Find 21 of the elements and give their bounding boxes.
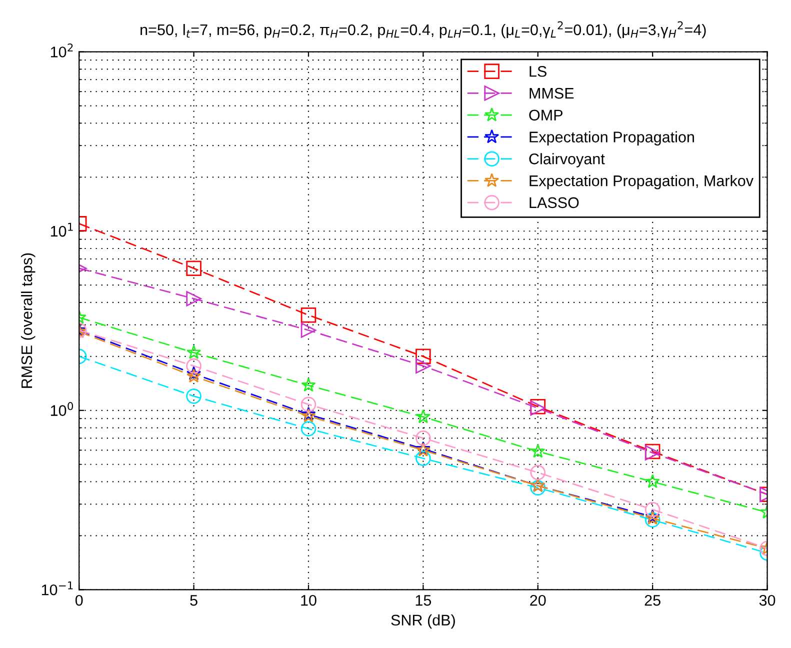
- x-tick-label: 20: [530, 594, 546, 606]
- chart-title: n=50, l$_{t}$=7, m=56, p$_{H}$=0.2, π$_{H}$=0.2, p$_{HL}$=0.4, p$_{LH}$=0.1, (μ$_{L}$=0,γ$_{L}$$^{2}$=0.01), (μ$_{H}$=3,γ$_{H}$$^{2}$=4): [140, 21, 706, 38]
- x-axis-title: SNR (dB): [391, 614, 455, 629]
- x-tick-label: 25: [644, 594, 660, 606]
- y-tick-label: 10$^{2}$: [50, 43, 73, 58]
- legend-label: MMSE: [530, 88, 574, 99]
- x-tick-label: 30: [759, 594, 776, 606]
- legend-label: Expectation Propagation: [530, 131, 694, 146]
- legend-label: LS: [530, 66, 546, 77]
- x-tick-label: 10: [301, 594, 316, 606]
- legend-label: Expectation Propagation, Markov: [530, 174, 754, 190]
- legend-label: LASSO: [530, 197, 579, 208]
- legend-label: OMP: [529, 110, 562, 121]
- y-tick-label: 10$^{1}$: [50, 222, 73, 237]
- y-axis-title: RMSE (overall taps): [20, 253, 36, 388]
- x-tick-label: 5: [190, 595, 198, 606]
- x-tick-label: 15: [416, 595, 432, 606]
- y-tick-label: 10$^{−1}$: [42, 581, 73, 596]
- y-tick-label: 10$^{0}$: [50, 402, 74, 416]
- legend-label: Clairvoyant: [529, 153, 605, 168]
- x-tick-label: 0: [75, 594, 83, 606]
